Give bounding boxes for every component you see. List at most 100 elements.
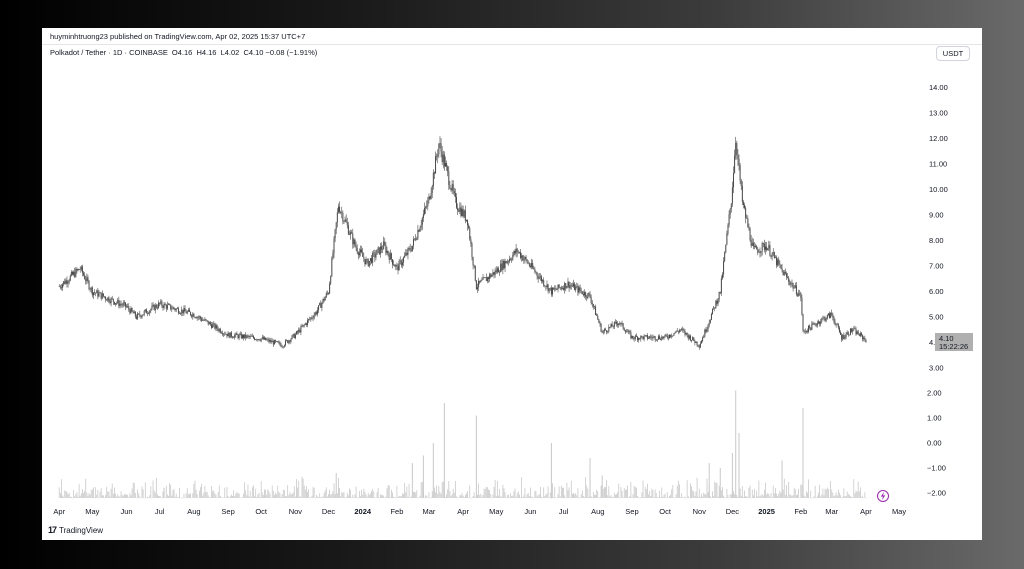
time-axis[interactable]: Apr May Jun Jul Aug Sep Oct Nov Dec 2024 Feb Mar Apr… xyxy=(53,507,906,516)
indicator-bar xyxy=(492,494,494,498)
indicator-bar xyxy=(566,482,568,498)
candle xyxy=(237,334,239,340)
candle xyxy=(737,148,739,166)
candle xyxy=(88,279,90,291)
candle xyxy=(811,321,813,331)
currency-button[interactable]: USDT xyxy=(936,46,970,61)
candle xyxy=(780,264,782,270)
candle xyxy=(657,334,659,341)
indicator-bar xyxy=(692,490,694,498)
indicator-spike xyxy=(601,475,603,498)
indicator-bar xyxy=(207,495,209,498)
candle xyxy=(497,266,499,273)
candle xyxy=(479,280,481,285)
candle xyxy=(141,314,143,319)
indicator-bar xyxy=(663,494,665,498)
indicator-bar xyxy=(726,488,728,498)
candle xyxy=(166,301,168,311)
candle xyxy=(314,311,316,317)
indicator-axis[interactable]: −2.00−1.000.001.002.00 xyxy=(927,389,946,498)
indicator-bar xyxy=(632,494,634,498)
price-chart[interactable]: 3.004.005.006.007.008.009.0010.0011.0012… xyxy=(42,28,982,540)
indicator-bar xyxy=(521,477,523,498)
indicator-bar xyxy=(648,494,649,498)
candle xyxy=(820,318,822,327)
indicator-bar xyxy=(133,482,135,498)
lightning-icon[interactable] xyxy=(877,490,889,502)
candle xyxy=(537,273,539,283)
brand-footer[interactable]: 17 TradingView xyxy=(48,525,103,535)
candle xyxy=(539,273,541,281)
indicator-bar xyxy=(370,493,371,498)
candle xyxy=(768,240,770,251)
candle xyxy=(572,279,574,288)
candle xyxy=(558,284,560,289)
indicator-bar xyxy=(121,494,123,498)
candle xyxy=(691,339,693,343)
current-price-value: 4.10 xyxy=(939,334,954,343)
candle xyxy=(689,334,691,342)
indicator-bar xyxy=(737,497,739,498)
symbol-name[interactable]: Polkadot / Tether · 1D · COINBASE xyxy=(50,48,168,57)
candle xyxy=(414,238,416,241)
candle xyxy=(462,205,464,219)
candle xyxy=(452,180,454,195)
candle xyxy=(664,333,666,338)
candle xyxy=(193,312,195,318)
indicator-bar xyxy=(839,492,840,498)
candle xyxy=(336,208,338,228)
candle xyxy=(640,335,642,342)
indicator-bar xyxy=(455,480,456,498)
indicator-bar xyxy=(229,496,231,498)
indicator-bar xyxy=(509,497,510,499)
candle xyxy=(377,246,379,254)
indicator-bar xyxy=(198,490,200,498)
indicator-bar xyxy=(751,489,753,498)
indicator-bar xyxy=(749,485,751,498)
indicator-bar xyxy=(228,497,230,499)
candle xyxy=(113,301,115,306)
indicator-bar xyxy=(336,493,338,498)
candle xyxy=(846,330,848,335)
brand-name: TradingView xyxy=(59,525,104,535)
indicator-bar xyxy=(537,494,539,498)
indicator-bar xyxy=(85,478,87,498)
candle xyxy=(670,334,672,338)
candle xyxy=(845,332,847,340)
candle xyxy=(123,300,125,307)
candle xyxy=(556,287,558,290)
indicator-bar xyxy=(830,480,832,498)
candle xyxy=(582,290,584,297)
candle xyxy=(457,203,459,216)
candle xyxy=(107,297,109,303)
candle xyxy=(692,336,694,341)
indicator-bar xyxy=(693,491,695,498)
indicator-bar xyxy=(196,493,198,498)
candle xyxy=(792,282,794,292)
indicator-bar xyxy=(800,484,802,498)
candle xyxy=(695,341,697,343)
candle xyxy=(74,267,76,278)
indicator-bar xyxy=(322,496,324,498)
price-axis[interactable]: 3.004.005.006.007.008.009.0010.0011.0012… xyxy=(929,83,948,373)
candle xyxy=(340,210,342,215)
indicator-bar xyxy=(446,494,447,498)
candle xyxy=(752,238,754,250)
candle xyxy=(438,143,440,158)
candle xyxy=(661,335,663,341)
indicator-bar xyxy=(153,490,155,498)
indicator-bar xyxy=(688,497,690,499)
candle xyxy=(428,193,430,204)
indicator-bar xyxy=(482,494,484,498)
candle xyxy=(284,339,286,347)
indicator-bar xyxy=(63,496,65,498)
candle xyxy=(767,247,769,251)
candle xyxy=(261,334,263,340)
candle xyxy=(224,331,226,337)
indicator-bar xyxy=(367,492,369,498)
candle xyxy=(540,274,542,284)
indicator-bar xyxy=(483,488,485,498)
indicator-bar xyxy=(510,493,511,498)
price-tick-label: 10.00 xyxy=(929,185,948,194)
indicator-bar xyxy=(590,496,592,498)
